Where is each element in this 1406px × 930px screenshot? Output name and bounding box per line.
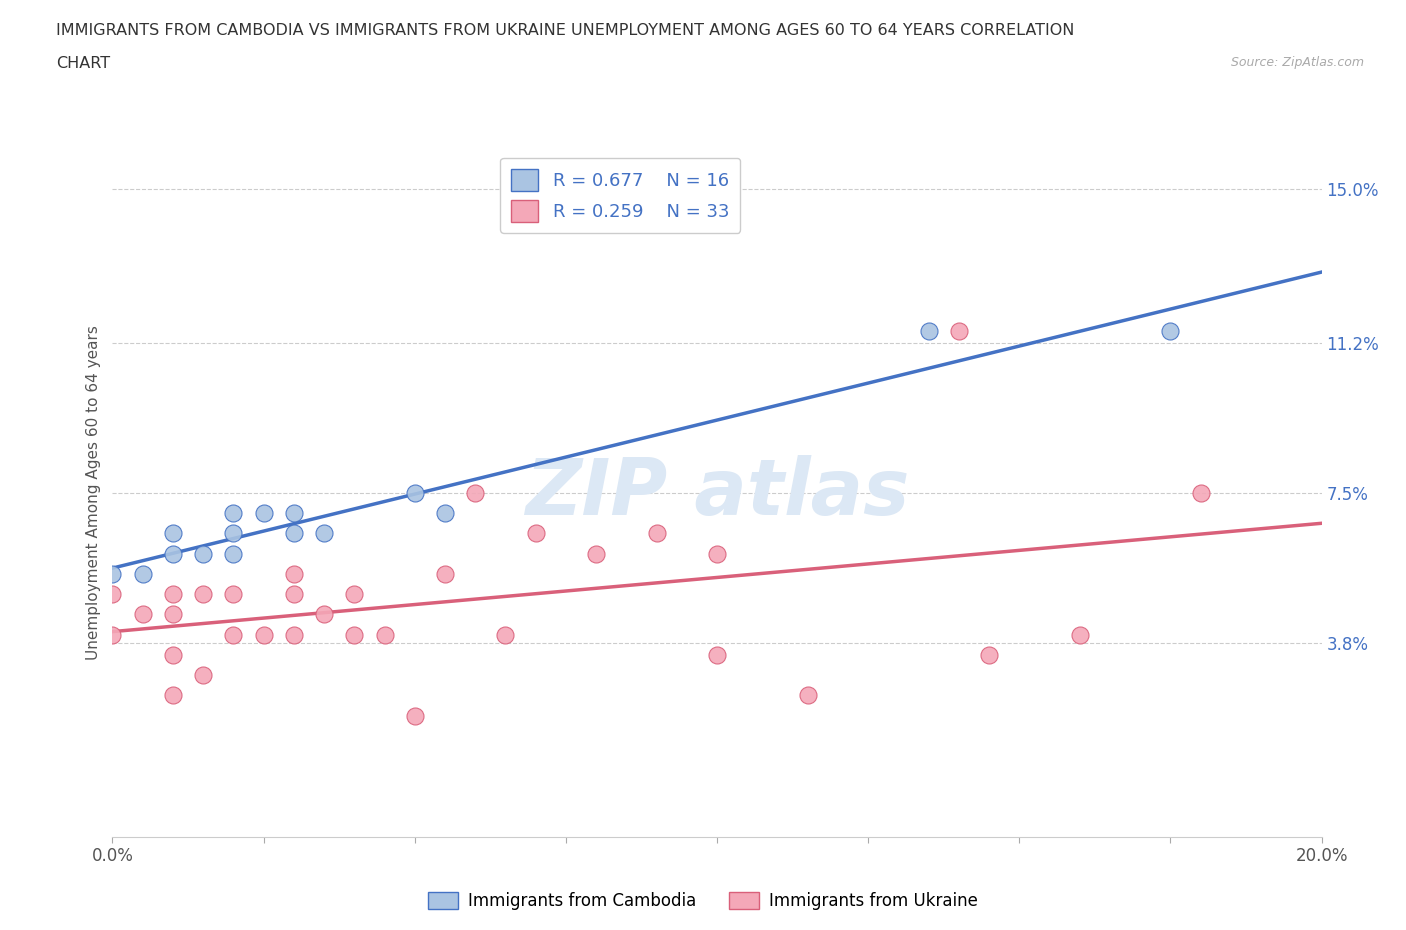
Point (706, 546, 728, 561)
Point (283, 506, 305, 521)
Point (343, 587, 366, 602)
Point (162, 607, 184, 622)
Point (162, 647, 184, 662)
Point (918, 324, 941, 339)
Point (1069, 627, 1091, 642)
Point (162, 688, 184, 703)
Text: Source: ZipAtlas.com: Source: ZipAtlas.com (1230, 56, 1364, 69)
Point (222, 627, 245, 642)
Point (162, 546, 184, 561)
Point (283, 526, 305, 541)
Point (222, 506, 245, 521)
Point (132, 607, 155, 622)
Point (585, 546, 607, 561)
Point (706, 647, 728, 662)
Point (314, 526, 336, 541)
Point (433, 566, 456, 581)
Point (283, 587, 305, 602)
Point (948, 324, 970, 339)
Point (283, 627, 305, 642)
Legend: Immigrants from Cambodia, Immigrants from Ukraine: Immigrants from Cambodia, Immigrants fro… (422, 885, 984, 917)
Point (132, 566, 155, 581)
Text: ZIP atlas: ZIP atlas (524, 455, 910, 531)
Point (222, 587, 245, 602)
Point (433, 506, 456, 521)
Point (343, 627, 366, 642)
Point (283, 566, 305, 581)
Point (1159, 324, 1181, 339)
Point (101, 627, 124, 642)
Legend: R = 0.677    N = 16, R = 0.259    N = 33: R = 0.677 N = 16, R = 0.259 N = 33 (501, 158, 740, 232)
Point (524, 526, 547, 541)
Y-axis label: Unemployment Among Ages 60 to 64 years: Unemployment Among Ages 60 to 64 years (86, 326, 101, 660)
Point (314, 607, 336, 622)
Point (374, 627, 396, 642)
Point (253, 627, 276, 642)
Point (191, 587, 214, 602)
Point (222, 526, 245, 541)
Text: CHART: CHART (56, 56, 110, 71)
Point (191, 668, 214, 683)
Point (253, 506, 276, 521)
Point (464, 485, 486, 500)
Point (162, 587, 184, 602)
Point (645, 526, 668, 541)
Point (162, 526, 184, 541)
Point (404, 708, 426, 723)
Point (977, 647, 1000, 662)
Text: IMMIGRANTS FROM CAMBODIA VS IMMIGRANTS FROM UKRAINE UNEMPLOYMENT AMONG AGES 60 T: IMMIGRANTS FROM CAMBODIA VS IMMIGRANTS F… (56, 23, 1074, 38)
Point (796, 688, 818, 703)
Point (101, 587, 124, 602)
Point (191, 546, 214, 561)
Point (101, 566, 124, 581)
Point (222, 546, 245, 561)
Point (1189, 485, 1212, 500)
Point (495, 627, 517, 642)
Point (404, 485, 426, 500)
